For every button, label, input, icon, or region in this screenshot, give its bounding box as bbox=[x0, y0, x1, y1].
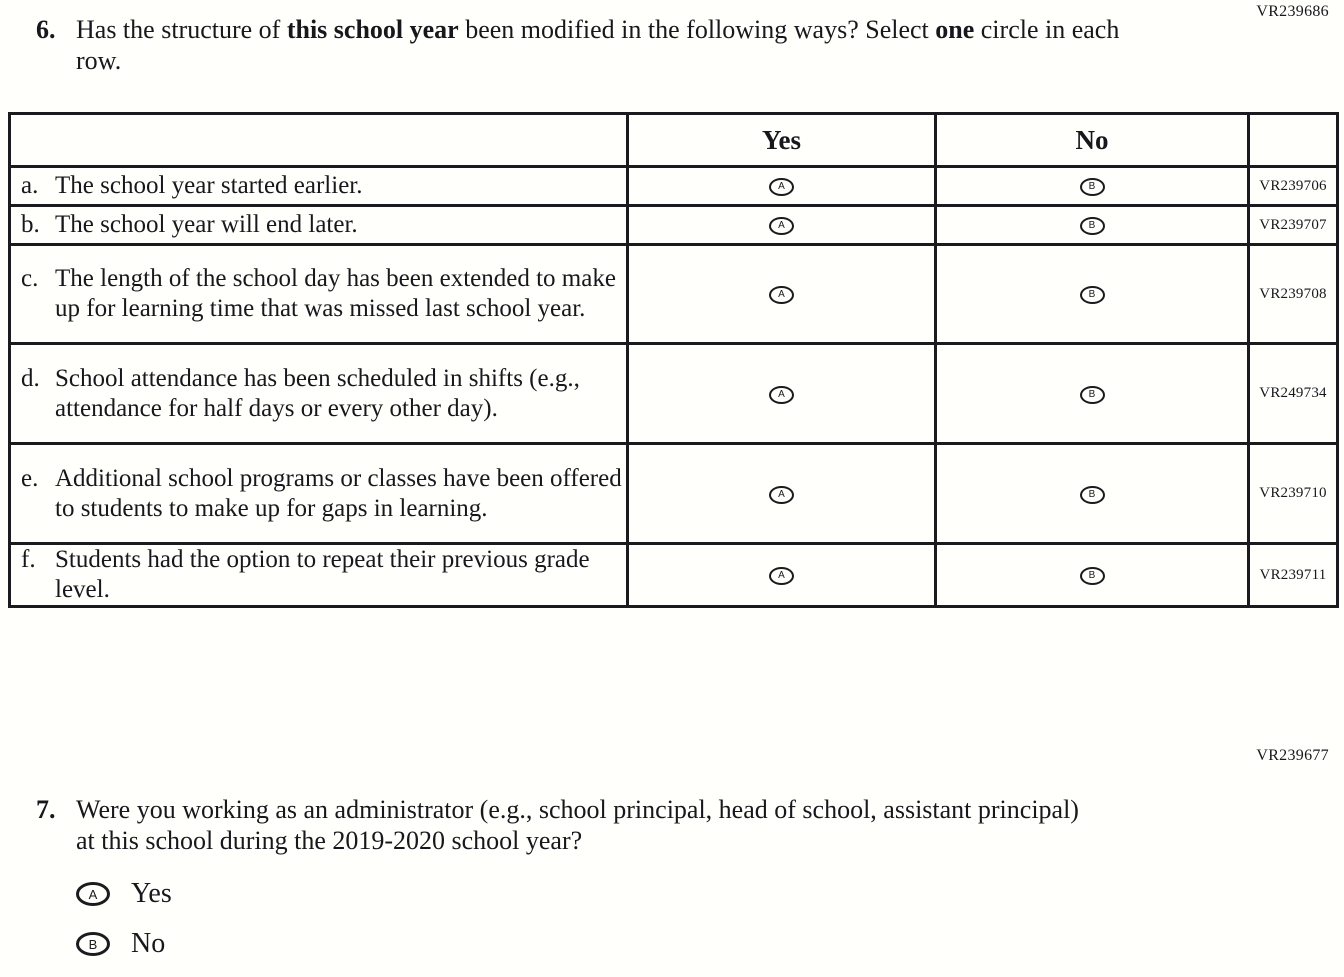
yes-bubble-b[interactable]: A bbox=[769, 217, 794, 236]
yes-bubble-d[interactable]: A bbox=[769, 385, 794, 404]
table-row-f: f. Students had the option to repeat the… bbox=[8, 542, 1339, 608]
yes-cell: A bbox=[626, 542, 937, 608]
yes-cell: A bbox=[626, 342, 937, 445]
bubble-letter: A bbox=[778, 220, 785, 232]
bubble-letter: A bbox=[778, 181, 785, 193]
question-7-text: Were you working as an administrator (e.… bbox=[76, 795, 1079, 855]
q6-text-part2: been modified in the following ways? Sel… bbox=[458, 15, 936, 44]
table-row-d: d. School attendance has been scheduled … bbox=[8, 342, 1339, 445]
no-cell: B bbox=[934, 342, 1250, 445]
statement-cell: a. The school year started earlier. bbox=[8, 165, 629, 207]
question-7: 7. Were you working as an administrator … bbox=[36, 794, 1086, 856]
question-6-text: Has the structure of this school year be… bbox=[76, 14, 1171, 76]
no-cell: B bbox=[934, 204, 1250, 246]
row-vr-code: VR239707 bbox=[1247, 204, 1339, 246]
bubble-letter: B bbox=[1088, 289, 1096, 301]
table-row-e: e. Additional school programs or classes… bbox=[8, 442, 1339, 545]
yes-cell: A bbox=[626, 165, 937, 207]
yes-cell: A bbox=[626, 204, 937, 246]
row-letter: d. bbox=[21, 364, 40, 392]
header-no: No bbox=[934, 112, 1250, 168]
bubble-letter: A bbox=[778, 289, 785, 301]
bubble-letter: A bbox=[88, 886, 98, 902]
no-bubble-c[interactable]: B bbox=[1079, 286, 1105, 305]
no-bubble-d[interactable]: B bbox=[1079, 385, 1105, 404]
bubble-letter: B bbox=[1088, 181, 1096, 193]
q7-option-yes[interactable]: A Yes bbox=[76, 880, 172, 908]
table-row-b: b. The school year will end later. A B V… bbox=[8, 204, 1339, 246]
q6-vr-code: VR239686 bbox=[1256, 3, 1329, 20]
yes-cell: A bbox=[626, 243, 937, 345]
table-row-c: c. The length of the school day has been… bbox=[8, 243, 1339, 345]
yes-bubble-a[interactable]: A bbox=[769, 178, 794, 197]
row-vr-code: VR239711 bbox=[1247, 542, 1339, 608]
statement-cell: f. Students had the option to repeat the… bbox=[8, 542, 629, 608]
row-letter: f. bbox=[21, 546, 36, 573]
question-7-number: 7. bbox=[36, 795, 56, 824]
table-header-row: Yes No bbox=[8, 112, 1339, 168]
row-statement: The length of the school day has been ex… bbox=[55, 265, 616, 322]
bubble-letter: B bbox=[1088, 488, 1096, 500]
option-b-label: No bbox=[131, 928, 166, 959]
bubble-letter: A bbox=[778, 388, 785, 400]
row-vr-code: VR249734 bbox=[1247, 342, 1339, 445]
bubble-letter: A bbox=[778, 488, 785, 500]
table-row-a: a. The school year started earlier. A B … bbox=[8, 165, 1339, 207]
statement-cell: e. Additional school programs or classes… bbox=[8, 442, 629, 545]
q7-option-no[interactable]: B No bbox=[76, 930, 165, 958]
row-letter: a. bbox=[21, 172, 39, 199]
statement-cell: b. The school year will end later. bbox=[8, 204, 629, 246]
bubble-letter: B bbox=[88, 936, 98, 952]
option-a-label: Yes bbox=[131, 878, 172, 909]
yes-bubble-c[interactable]: A bbox=[769, 286, 794, 305]
question-6-number: 6. bbox=[36, 15, 56, 44]
header-code-cell bbox=[1247, 112, 1339, 168]
q6-text-bold2: one bbox=[935, 15, 975, 44]
row-vr-code: VR239706 bbox=[1247, 165, 1339, 207]
no-cell: B bbox=[934, 165, 1250, 207]
statement-cell: d. School attendance has been scheduled … bbox=[8, 342, 629, 445]
question-6: 6. Has the structure of this school year… bbox=[36, 14, 1171, 76]
no-cell: B bbox=[934, 243, 1250, 345]
row-vr-code: VR239710 bbox=[1247, 442, 1339, 545]
no-bubble-e[interactable]: B bbox=[1079, 485, 1105, 504]
row-vr-code: VR239708 bbox=[1247, 243, 1339, 345]
row-letter: c. bbox=[21, 265, 39, 292]
q6-text-part3: circle in each row. bbox=[76, 15, 1120, 75]
yes-bubble-e[interactable]: A bbox=[769, 485, 794, 504]
row-statement: The school year started earlier. bbox=[55, 172, 363, 199]
statement-cell: c. The length of the school day has been… bbox=[8, 243, 629, 345]
bubble-letter: B bbox=[1088, 570, 1096, 582]
header-yes: Yes bbox=[626, 112, 937, 168]
row-statement: School attendance has been scheduled in … bbox=[55, 364, 580, 422]
option-b-bubble[interactable]: B bbox=[76, 932, 110, 956]
no-cell: B bbox=[934, 542, 1250, 608]
no-bubble-a[interactable]: B bbox=[1079, 178, 1105, 197]
q7-vr-code: VR239677 bbox=[1256, 747, 1329, 764]
yes-cell: A bbox=[626, 442, 937, 545]
row-letter: e. bbox=[21, 464, 39, 492]
no-cell: B bbox=[934, 442, 1250, 545]
row-statement: Additional school programs or classes ha… bbox=[55, 464, 622, 522]
row-statement: The school year will end later. bbox=[55, 211, 358, 238]
bubble-letter: A bbox=[778, 570, 785, 582]
no-bubble-f[interactable]: B bbox=[1079, 567, 1105, 586]
bubble-letter: B bbox=[1088, 388, 1096, 400]
header-statement-cell bbox=[8, 112, 629, 168]
q6-text-bold1: this school year bbox=[286, 15, 459, 44]
row-letter: b. bbox=[21, 211, 40, 238]
yes-bubble-f[interactable]: A bbox=[769, 567, 794, 586]
row-statement: Students had the option to repeat their … bbox=[55, 546, 590, 603]
q6-response-table: Yes No a. The school year started earlie… bbox=[8, 112, 1339, 608]
no-bubble-b[interactable]: B bbox=[1079, 217, 1105, 236]
q6-text-part1: Has the structure of bbox=[76, 15, 287, 44]
option-a-bubble[interactable]: A bbox=[76, 882, 110, 906]
bubble-letter: B bbox=[1088, 220, 1096, 232]
